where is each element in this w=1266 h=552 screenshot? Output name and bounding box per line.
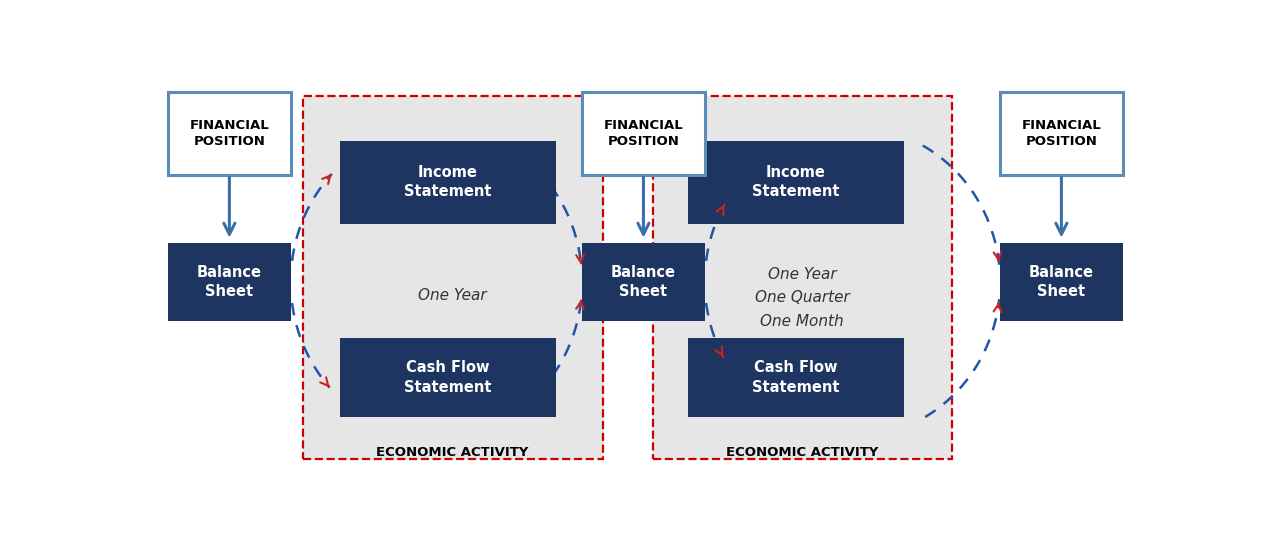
Text: One Year: One Year [418,288,487,303]
FancyBboxPatch shape [1000,92,1123,174]
FancyBboxPatch shape [1000,243,1123,321]
Text: ECONOMIC ACTIVITY: ECONOMIC ACTIVITY [725,445,879,459]
Text: FINANCIAL
POSITION: FINANCIAL POSITION [1022,119,1101,148]
FancyBboxPatch shape [304,96,603,459]
FancyBboxPatch shape [168,243,291,321]
FancyBboxPatch shape [689,141,904,224]
FancyBboxPatch shape [689,338,904,417]
Text: Income
Statement: Income Statement [404,164,491,199]
Text: Balance
Sheet: Balance Sheet [611,264,676,299]
Text: FINANCIAL
POSITION: FINANCIAL POSITION [190,119,270,148]
Text: Cash Flow
Statement: Cash Flow Statement [752,360,839,395]
Text: Cash Flow
Statement: Cash Flow Statement [404,360,491,395]
FancyBboxPatch shape [582,243,705,321]
FancyBboxPatch shape [653,96,952,459]
Text: Balance
Sheet: Balance Sheet [197,264,262,299]
FancyBboxPatch shape [168,92,291,174]
Text: One Year
One Quarter
One Month: One Year One Quarter One Month [755,267,849,329]
Text: ECONOMIC ACTIVITY: ECONOMIC ACTIVITY [376,445,529,459]
FancyBboxPatch shape [339,338,556,417]
Text: Balance
Sheet: Balance Sheet [1029,264,1094,299]
Text: FINANCIAL
POSITION: FINANCIAL POSITION [604,119,684,148]
FancyBboxPatch shape [339,141,556,224]
FancyBboxPatch shape [582,92,705,174]
Text: Income
Statement: Income Statement [752,164,839,199]
